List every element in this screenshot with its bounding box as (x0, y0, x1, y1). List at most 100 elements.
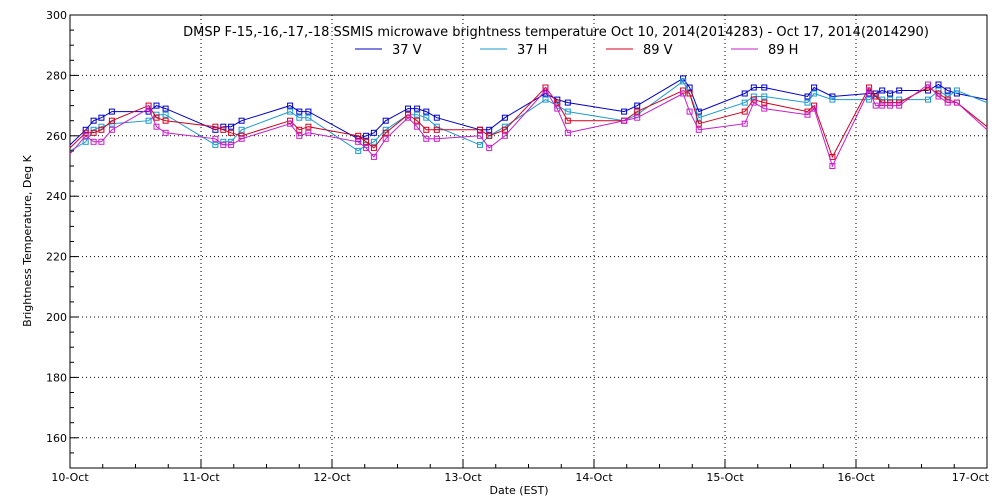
data-point (433, 126, 440, 133)
data-point (761, 84, 768, 91)
data-point (153, 102, 160, 109)
data-point (634, 102, 641, 109)
data-point (162, 111, 169, 118)
data-point (486, 132, 493, 139)
data-point (228, 141, 235, 148)
data-point (423, 108, 430, 115)
data-point (542, 87, 549, 94)
data-point (153, 123, 160, 130)
series-group (69, 75, 988, 169)
data-point (879, 87, 886, 94)
data-point (145, 105, 152, 112)
data-point (220, 141, 227, 148)
data-point (953, 99, 960, 106)
x-tick-label: 16-Oct (837, 471, 875, 484)
data-point (98, 114, 105, 121)
x-tick-label: 14-Oct (575, 471, 613, 484)
data-point (355, 132, 362, 139)
data-point (433, 135, 440, 142)
data-point (866, 96, 873, 103)
data-point (501, 126, 508, 133)
data-point (811, 84, 818, 91)
data-point (621, 108, 628, 115)
data-point (405, 114, 411, 121)
data-point (741, 108, 748, 115)
data-point (887, 90, 894, 97)
data-point (355, 138, 362, 145)
data-point (486, 126, 493, 133)
data-point (804, 99, 811, 106)
data-point (305, 123, 312, 130)
data-point (405, 105, 411, 112)
data-point (944, 93, 951, 100)
data-point (355, 147, 362, 154)
y-tick-label: 160 (46, 432, 67, 445)
legend-label: 37 V (392, 43, 422, 58)
data-point (804, 111, 811, 118)
data-point (695, 126, 702, 133)
data-point (634, 108, 641, 115)
data-point (296, 108, 303, 115)
data-point (90, 117, 97, 124)
data-point (925, 96, 931, 103)
data-point (145, 117, 152, 124)
data-point (98, 126, 105, 133)
data-point (896, 102, 903, 109)
data-point (872, 93, 879, 100)
data-point (423, 135, 430, 142)
data-point (220, 123, 227, 130)
x-tick-label: 15-Oct (706, 471, 744, 484)
data-point (887, 102, 894, 109)
data-point (370, 129, 377, 136)
x-tick-label: 10-Oct (51, 471, 89, 484)
data-point (414, 123, 421, 130)
series-line (69, 86, 988, 159)
x-axis-label: Date (EST) (489, 484, 548, 497)
data-point (228, 123, 235, 130)
data-point (695, 114, 702, 121)
data-point (296, 132, 303, 139)
data-point (879, 102, 886, 109)
data-point (370, 144, 377, 151)
data-point (829, 163, 836, 169)
data-point (220, 126, 227, 133)
data-point (382, 117, 389, 124)
data-point (750, 99, 757, 106)
x-tick-label: 11-Oct (182, 471, 220, 484)
y-tick-label: 300 (46, 9, 67, 22)
data-point (363, 132, 370, 139)
data-point (501, 114, 508, 121)
data-point (477, 132, 483, 139)
data-point (811, 105, 818, 112)
data-point (414, 111, 421, 118)
y-tick-label: 280 (46, 69, 67, 82)
data-point (305, 114, 312, 121)
plot-frame (69, 14, 988, 469)
data-point (414, 117, 421, 124)
data-point (477, 126, 483, 133)
data-point (423, 114, 430, 121)
data-point (423, 126, 430, 133)
data-point (370, 138, 377, 145)
series-line (69, 77, 988, 146)
data-point (162, 117, 169, 124)
data-point (82, 132, 89, 139)
data-point (866, 87, 873, 94)
data-point (108, 126, 115, 133)
data-point (564, 108, 571, 115)
series-89-h (69, 81, 988, 169)
data-point (162, 105, 169, 112)
series-89-v (69, 84, 988, 160)
data-point (680, 78, 687, 85)
data-point (287, 102, 294, 109)
data-point (686, 84, 693, 91)
data-point (433, 123, 440, 130)
series-line (69, 80, 988, 152)
data-point (477, 141, 483, 148)
data-point (686, 108, 693, 115)
data-point (554, 105, 561, 112)
y-tick-label: 240 (46, 190, 67, 203)
data-point (944, 87, 951, 94)
legend-label: 89 H (768, 43, 798, 58)
data-point (287, 108, 294, 115)
